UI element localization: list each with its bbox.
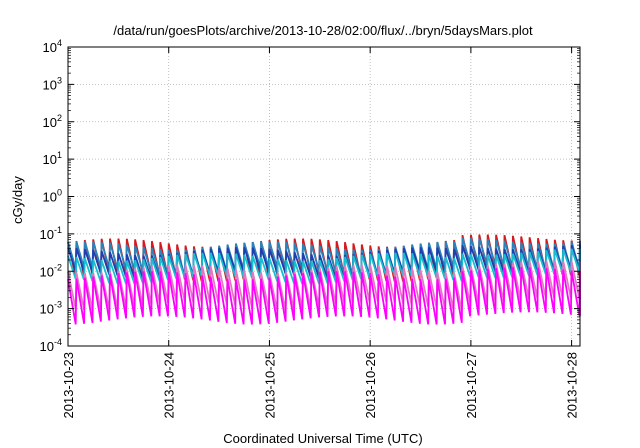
x-axis-label: Coordinated Universal Time (UTC) [223,431,422,446]
series-line [67,267,581,325]
y-tick-label: 103 [43,75,62,92]
x-tick-label: 2013-10-23 [61,352,76,419]
y-tick-label: 102 [43,113,62,130]
y-tick-label: 10-3 [40,300,62,317]
x-tick-label: 2013-10-28 [565,352,580,419]
y-tick-label: 10-1 [40,225,62,242]
y-axis: 10-4 10-3 10-2 10-1 100 101 102 103 104 [40,38,580,354]
y-tick-label: 100 [43,188,62,205]
x-tick-label: 2013-10-26 [363,352,378,419]
x-tick-label: 2013-10-24 [162,352,177,419]
y-axis-label: cGy/day [10,176,25,224]
chart-title: /data/run/goesPlots/archive/2013-10-28/0… [113,23,533,38]
series-lines [67,234,581,325]
x-tick-label: 2013-10-27 [464,352,479,419]
x-tick-label: 2013-10-25 [262,352,277,419]
y-tick-label: 10-2 [40,262,62,279]
y-tick-label: 10-4 [40,337,62,354]
x-axis: 2013-10-23 2013-10-24 2013-10-25 2013-10-26… [61,47,580,419]
y-tick-label: 101 [43,150,62,167]
y-tick-label: 104 [43,38,62,55]
